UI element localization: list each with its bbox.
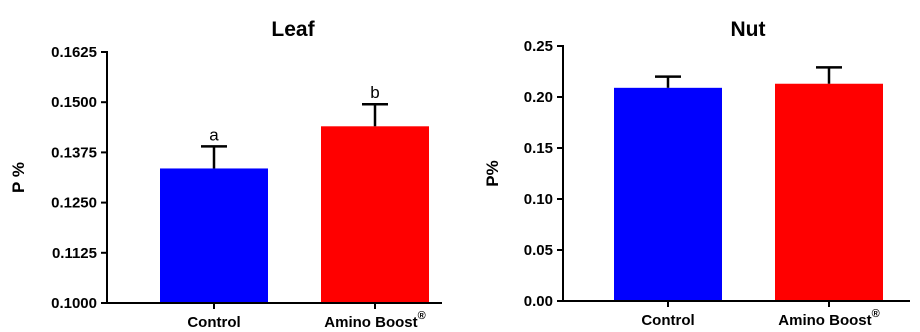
bar-control <box>614 87 722 301</box>
y-tick-label: 0.1375 <box>51 144 97 161</box>
y-tick-label: 0.00 <box>524 293 553 310</box>
y-tick-label: 0.20 <box>524 89 553 106</box>
y-axis-label: P% <box>483 160 502 186</box>
leaf-chart: Leaf P % a b 0.1000 0.1125 0.1250 0.1375 0.1500 0… <box>9 18 442 331</box>
x-tick-label: Control <box>641 312 694 329</box>
chart-title: Nut <box>731 18 766 41</box>
y-tick-label: 0.10 <box>524 191 553 208</box>
bar-amino-boost <box>775 83 883 302</box>
x-tick-label: Control <box>187 314 240 331</box>
y-tick-label: 0.1500 <box>51 94 97 111</box>
x-tick-label: Amino Boost® <box>778 308 879 329</box>
significance-label: b <box>370 83 379 102</box>
y-tick-label: 0.1125 <box>52 245 97 262</box>
y-tick-label: 0.15 <box>524 140 553 157</box>
y-tick-label: 0.05 <box>524 242 553 259</box>
significance-label: a <box>209 125 219 144</box>
y-tick-label: 0.1625 <box>51 44 97 61</box>
bar-amino-boost <box>321 126 429 304</box>
nut-chart: Nut P% 0.00 0.05 0.10 0.15 0.20 0.25 Control Amin… <box>483 18 910 329</box>
y-tick-label: 0.1250 <box>51 195 97 212</box>
chart-title: Leaf <box>271 18 315 41</box>
y-axis-label: P % <box>9 162 28 193</box>
y-tick-label: 0.1000 <box>51 295 97 312</box>
bar-control <box>160 168 268 303</box>
y-tick-label: 0.25 <box>524 38 553 55</box>
x-tick-label: Amino Boost® <box>324 310 425 331</box>
